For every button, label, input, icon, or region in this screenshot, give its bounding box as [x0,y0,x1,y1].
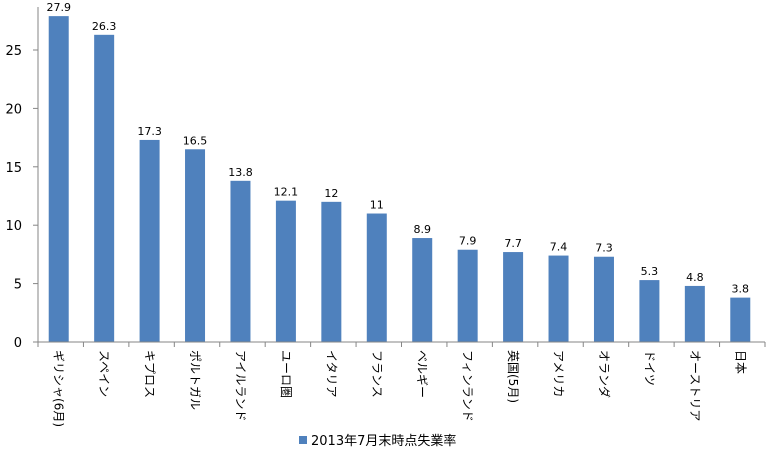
x-tick-label: スペイン [97,350,111,397]
data-label: 7.3 [595,242,613,255]
data-label: 12.1 [274,186,299,199]
bar [639,280,660,342]
x-tick-label: ベルギー [415,350,429,398]
bar [321,201,342,342]
x-tick-label: ポルトガル [188,350,202,410]
x-tick-label: ドイツ [642,350,656,386]
bar [48,16,69,343]
y-tick-label: 10 [5,219,22,234]
x-tick-label: 日本 [733,350,747,374]
x-axis: ギリシャ(6月) スペイン キプロス ポルトガル アイルランド ユーロ圏 イタリア フランス ベ… [37,341,766,427]
data-label: 8.9 [413,223,431,236]
data-label: 4.8 [686,271,704,284]
legend-swatch [299,436,307,444]
data-label: 12 [324,187,338,200]
x-tick-label: フランス [370,350,384,398]
bar [548,255,569,342]
x-tick-label: オランダ [597,350,612,398]
bar [94,34,115,342]
bar [503,252,524,342]
data-label: 3.8 [732,283,750,296]
legend: 2013年7月末時点失業率 [299,433,456,449]
bar [457,249,478,342]
data-label: 17.3 [137,125,162,138]
bar [593,256,614,342]
x-tick-label: 英国(5月) [506,350,520,403]
y-tick-label: 15 [5,161,22,176]
data-label: 7.7 [504,237,522,250]
x-tick-label: イタリア [324,350,338,398]
y-axis: 0 5 10 15 20 25 [5,6,39,351]
bar [412,238,433,342]
data-label: 7.9 [459,235,477,248]
x-tick-label: アイルランド [233,350,247,421]
y-tick-label: 5 [14,278,22,293]
bar [230,180,251,342]
data-label: 13.8 [228,166,253,179]
data-label: 27.9 [46,1,71,14]
x-tick-label: ギリシャ(6月) [52,350,66,427]
y-tick-label: 25 [5,44,22,59]
x-tick-label: アメリカ [552,350,566,397]
x-tick-label: フィンランド [461,350,475,422]
bars: 27.9 26.3 17.3 16.5 13.8 12.1 12 11 8.9 7.9 7.7 7.4… [46,1,751,343]
x-tick-label: キプロス [143,350,157,398]
y-tick-label: 0 [14,336,22,351]
data-label: 7.4 [550,241,568,254]
bar [684,285,705,342]
data-label: 16.5 [183,134,208,147]
legend-label: 2013年7月末時点失業率 [311,433,456,449]
x-tick-label: ユーロ圏 [279,350,293,398]
y-tick-label: 20 [5,102,22,117]
bar [139,139,160,342]
data-label: 5.3 [641,265,659,278]
bar [366,213,387,342]
data-label: 26.3 [92,20,117,33]
bar [275,200,296,342]
bar [185,149,206,342]
x-tick-label: オーストリア [688,350,702,421]
bar [730,297,751,342]
data-label: 11 [370,199,384,212]
